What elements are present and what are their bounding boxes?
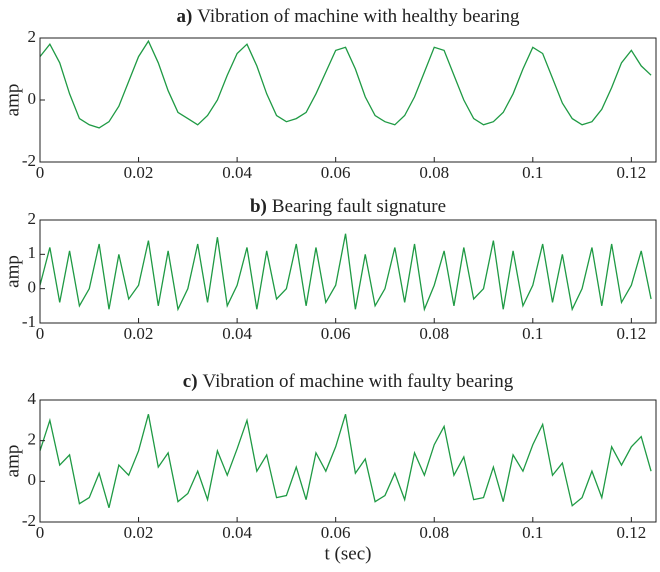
- x-tick-label: 0.02: [124, 324, 154, 343]
- y-tick-label: 2: [28, 27, 37, 46]
- x-tick-label: 0.04: [222, 163, 252, 182]
- x-tick-label: 0.1: [522, 523, 543, 542]
- x-tick-label: 0.08: [419, 523, 449, 542]
- x-tick-label: 0.12: [616, 523, 646, 542]
- y-tick-label: 0: [28, 470, 37, 489]
- panel-title: a) Vibration of machine with healthy bear…: [176, 6, 520, 27]
- panel-label: b): [250, 196, 267, 217]
- signal-line: [39, 414, 652, 508]
- y-tick-label: -2: [22, 511, 36, 530]
- panel-title-text: Vibration of machine with healthy bearin…: [197, 6, 520, 27]
- y-tick-label: -1: [22, 312, 36, 331]
- x-tick-label: 0.04: [222, 324, 252, 343]
- panel-title-text: Vibration of machine with faulty bearing: [203, 371, 514, 392]
- x-tick-label: 0: [36, 324, 45, 343]
- x-tick-label: 0.04: [222, 523, 252, 542]
- x-tick-label: 0.06: [321, 324, 351, 343]
- y-tick-label: -2: [22, 151, 36, 170]
- panel-label: a): [176, 6, 192, 27]
- x-tick-label: 0: [36, 523, 45, 542]
- x-tick-label: 0.12: [616, 163, 646, 182]
- signal-line: [39, 39, 652, 129]
- y-axis-label: amp: [2, 445, 23, 478]
- x-tick-label: 0.02: [124, 163, 154, 182]
- y-tick-label: 0: [28, 278, 37, 297]
- x-tick-label: 0.06: [321, 523, 351, 542]
- y-tick-label: 0: [28, 89, 37, 108]
- panel-title: c) Vibration of machine with faulty beari…: [183, 371, 514, 392]
- plot-frame: [39, 37, 657, 163]
- panel-title: b) Bearing fault signature: [250, 196, 446, 217]
- plot-frame: [39, 399, 657, 523]
- y-axis-label: amp: [2, 84, 23, 117]
- y-tick-label: 1: [28, 243, 37, 262]
- y-tick-label: 4: [28, 389, 37, 408]
- x-tick-label: 0.1: [522, 324, 543, 343]
- y-tick-label: 2: [28, 209, 37, 228]
- x-axis-label: t (sec): [325, 543, 372, 564]
- x-tick-label: 0.08: [419, 163, 449, 182]
- x-tick-label: 0.06: [321, 163, 351, 182]
- x-tick-label: 0.08: [419, 324, 449, 343]
- panel-label: c): [183, 371, 198, 392]
- signal-line: [39, 233, 652, 312]
- panel-title-text: Bearing fault signature: [272, 196, 446, 217]
- y-tick-label: 2: [28, 430, 37, 449]
- x-tick-label: 0: [36, 163, 45, 182]
- x-tick-label: 0.12: [616, 324, 646, 343]
- x-tick-label: 0.1: [522, 163, 543, 182]
- x-tick-label: 0.02: [124, 523, 154, 542]
- y-axis-label: amp: [2, 255, 23, 288]
- plot-frame: [39, 219, 657, 324]
